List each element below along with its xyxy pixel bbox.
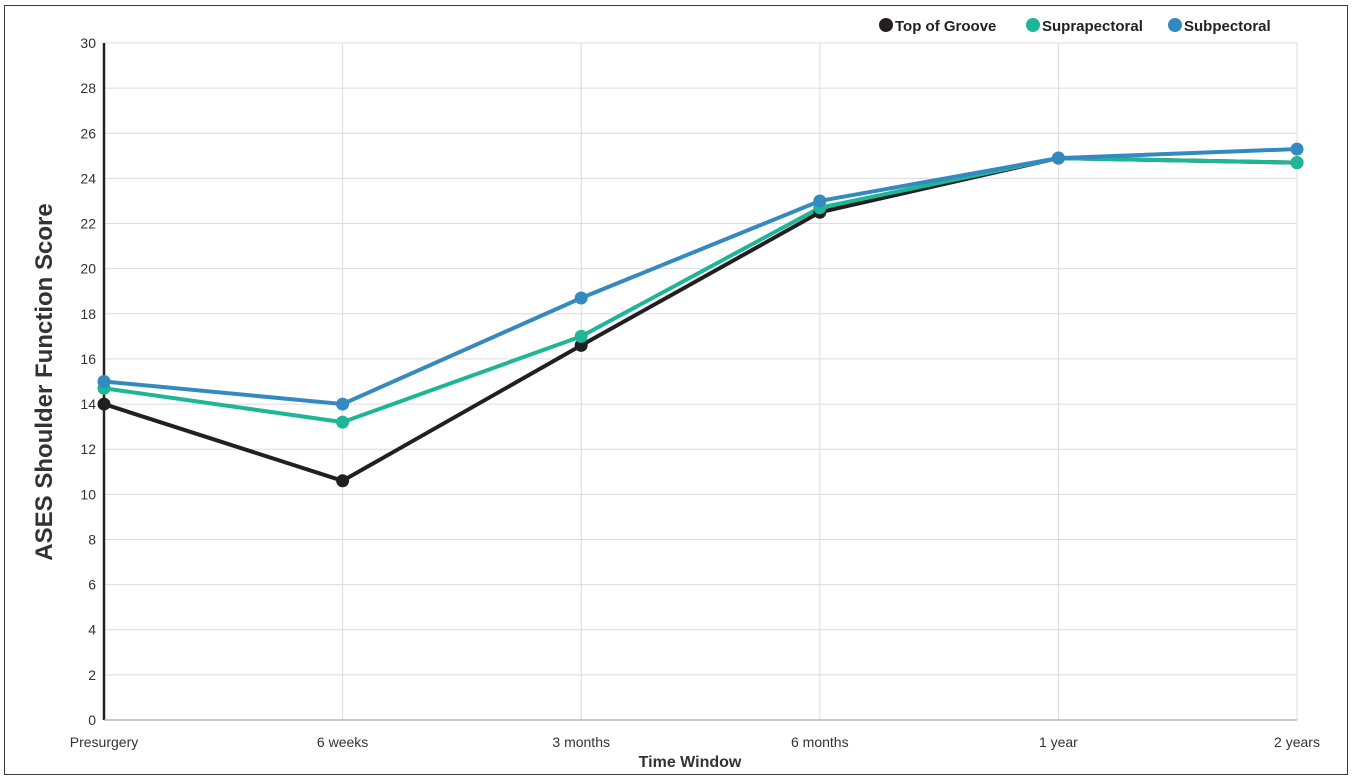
legend-label: Top of Groove — [895, 18, 996, 35]
data-point-top-of-groove[interactable] — [574, 338, 588, 352]
y-tick-label: 14 — [80, 396, 96, 412]
data-point-subpectoral[interactable] — [813, 194, 827, 208]
data-point-subpectoral[interactable] — [574, 291, 588, 305]
y-tick-label: 0 — [88, 712, 96, 728]
x-axis-title: Time Window — [639, 754, 742, 771]
legend-marker — [879, 18, 893, 32]
legend: Top of Groove Suprapectoral Subpectoral — [879, 18, 1271, 35]
y-tick-label: 20 — [80, 261, 96, 277]
y-tick-label: 26 — [80, 125, 96, 141]
x-tick-label: 3 months — [552, 734, 610, 750]
y-tick-label: 18 — [80, 306, 96, 322]
data-point-subpectoral[interactable] — [336, 397, 350, 411]
y-tick-label: 28 — [80, 80, 96, 96]
series-line-suprapectoral — [102, 156, 1299, 425]
y-tick-label: 22 — [80, 216, 96, 232]
x-tick-label: 2 years — [1274, 734, 1320, 750]
data-point-subpectoral[interactable] — [1051, 151, 1065, 165]
data-point-suprapectoral[interactable] — [574, 329, 588, 343]
legend-label: Suprapectoral — [1042, 18, 1143, 35]
x-tick-label: 1 year — [1039, 734, 1078, 750]
data-point-top-of-groove[interactable] — [336, 474, 350, 488]
y-tick-label: 8 — [88, 531, 96, 547]
y-tick-label: 24 — [80, 170, 96, 186]
data-point-suprapectoral[interactable] — [336, 415, 350, 429]
y-axis-title: ASES Shoulder Function Score — [31, 203, 58, 560]
data-point-top-of-groove[interactable] — [97, 397, 111, 411]
y-tick-label: 2 — [88, 667, 96, 683]
legend-label: Subpectoral — [1184, 18, 1271, 35]
y-tick-label: 6 — [88, 577, 96, 593]
y-tick-label: 4 — [88, 622, 96, 638]
legend-marker — [1168, 18, 1182, 32]
y-tick-label: 30 — [80, 35, 96, 51]
x-tick-label: Presurgery — [70, 734, 138, 750]
data-point-subpectoral[interactable] — [97, 375, 111, 388]
legend-marker — [1026, 18, 1040, 32]
series-line-top-of-groove — [102, 156, 1299, 483]
x-tick-label: 6 months — [791, 734, 849, 750]
grid-lines — [104, 42, 1298, 720]
y-tick-label: 10 — [80, 486, 96, 502]
data-point-subpectoral[interactable] — [1290, 142, 1304, 156]
y-tick-label: 16 — [80, 351, 96, 367]
data-point-suprapectoral[interactable] — [1290, 156, 1304, 170]
x-tick-label: 6 weeks — [317, 734, 368, 750]
series-line-subpectoral — [102, 147, 1299, 407]
y-tick-label: 12 — [80, 441, 96, 457]
series-lines — [97, 142, 1304, 488]
